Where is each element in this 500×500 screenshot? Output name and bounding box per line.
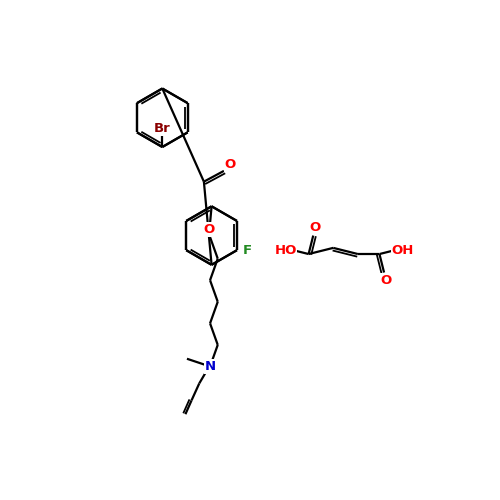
- Text: Br: Br: [154, 122, 170, 135]
- Text: F: F: [243, 244, 252, 256]
- Text: O: O: [309, 222, 320, 234]
- Text: O: O: [224, 158, 235, 171]
- Text: OH: OH: [392, 244, 413, 258]
- Text: N: N: [204, 360, 216, 373]
- Text: O: O: [380, 274, 391, 286]
- Text: HO: HO: [274, 244, 296, 258]
- Text: O: O: [204, 223, 215, 236]
